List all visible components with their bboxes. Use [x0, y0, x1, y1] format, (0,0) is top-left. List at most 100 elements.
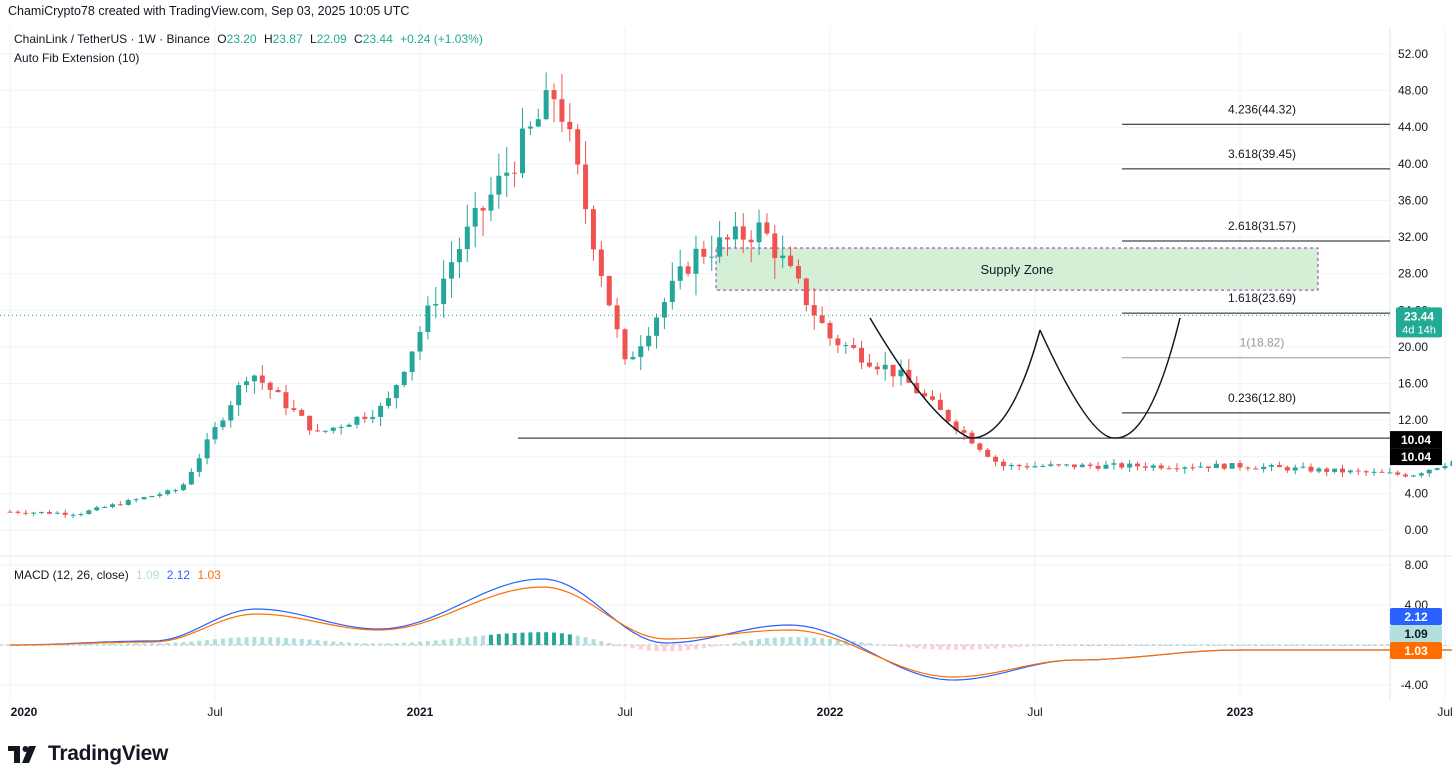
time-axis[interactable]: 2020Jul2021Jul2022Jul2023Jul2024Jul2025J…	[11, 705, 1452, 719]
macd-histogram-bar	[1025, 645, 1030, 647]
candle-body	[259, 375, 265, 383]
candle-body	[638, 346, 644, 357]
fib-extension-levels: 4.236(44.32) 3.618(39.45) 2.618(31.57) 1.61…	[1122, 102, 1390, 414]
macd-histogram-bar	[1190, 645, 1195, 646]
cup-curve-right	[1039, 317, 1181, 439]
candle-body	[1355, 470, 1361, 472]
candle-body	[1008, 464, 1014, 467]
candle-body	[117, 504, 123, 506]
time-tick-label: Jul	[1437, 705, 1452, 719]
candle-body	[196, 458, 202, 472]
candle-body	[149, 495, 155, 498]
macd-histogram-bar	[425, 641, 430, 645]
macd-histogram-bar	[354, 642, 359, 645]
candle-body	[7, 511, 13, 513]
macd-histogram-bar	[1253, 645, 1258, 646]
candle-body	[740, 226, 746, 240]
candle-body	[1347, 470, 1353, 473]
support-level-badge	[1390, 431, 1442, 449]
candle-body	[1198, 466, 1204, 468]
macd-histogram-bar	[654, 645, 659, 652]
candlestick-series	[7, 72, 1452, 519]
macd-histogram-bar	[867, 643, 872, 645]
candle-body	[527, 126, 533, 129]
candle-body	[378, 405, 384, 417]
macd-tick-label: -4.00	[1401, 678, 1429, 692]
macd-histogram-bar	[1356, 645, 1361, 646]
candle-body	[866, 362, 872, 367]
candle-body	[480, 207, 486, 211]
macd-histogram-bar	[977, 645, 982, 650]
macd-histogram-bar	[1340, 645, 1345, 646]
candle-body	[141, 497, 147, 500]
macd-histogram-bar	[922, 645, 927, 649]
macd-histogram-bar	[1182, 645, 1187, 646]
macd-histogram-bar	[796, 637, 801, 645]
candle-body	[677, 266, 683, 281]
candle-body	[922, 393, 928, 397]
candle-body	[370, 416, 376, 419]
macd-histogram-bar	[1009, 645, 1014, 648]
macd-histogram-bar	[1103, 645, 1108, 646]
macd-histogram-bar	[134, 643, 139, 645]
candle-body	[15, 511, 21, 513]
indicator-title[interactable]: Auto Fib Extension (10)	[14, 51, 140, 65]
macd-histogram-bar	[1324, 645, 1329, 646]
price-axis[interactable]: 52.0048.0044.0040.0036.0032.0028.0024.00…	[1398, 47, 1428, 692]
macd-histogram-bar	[323, 640, 328, 645]
macd-histogram-bar	[102, 643, 107, 645]
macd-histogram-bar	[1332, 645, 1337, 646]
macd-histogram-bar	[1151, 645, 1156, 646]
candle-body	[890, 364, 896, 377]
macd-histogram-bar	[512, 633, 517, 645]
macd-histogram-bar	[441, 639, 446, 645]
macd-legend[interactable]: MACD (12, 26, close) 1.09 2.12 1.03	[14, 568, 221, 582]
candle-body	[504, 172, 510, 176]
macd-histogram-bar	[86, 644, 91, 646]
candle-body	[1332, 468, 1338, 472]
macd-histogram-bar	[189, 641, 194, 645]
candle-body	[993, 456, 999, 462]
candle-body	[756, 222, 762, 243]
macd-histogram-bar	[1450, 645, 1452, 646]
macd-histogram-bar	[1135, 645, 1140, 646]
macd-value-badge	[1390, 625, 1442, 642]
macd-histogram-bar	[504, 633, 509, 645]
macd-value-badge-text: 1.09	[1404, 627, 1428, 641]
macd-histogram-bar	[875, 644, 880, 646]
candle-body	[1237, 463, 1243, 468]
candle-body	[110, 504, 115, 508]
symbol-title[interactable]: ChainLink / TetherUS · 1W · Binance	[14, 32, 210, 46]
candle-body	[590, 209, 596, 250]
tradingview-brand[interactable]: TradingView	[8, 742, 168, 766]
macd-histogram-bar	[205, 639, 210, 645]
macd-histogram-bar	[599, 641, 604, 645]
candle-body	[1395, 472, 1401, 475]
last-price-value: 23.44	[1404, 309, 1434, 323]
macd-histogram-bar	[457, 637, 462, 645]
candle-body	[788, 255, 794, 267]
price-tick-label: 52.00	[1398, 47, 1428, 61]
ohlc-low-label: L	[309, 32, 317, 46]
candle-body	[228, 405, 234, 421]
macd-histogram-bar	[638, 645, 643, 650]
ohlc-low: 22.09	[316, 32, 347, 46]
macd-hist-value: 1.09	[136, 568, 160, 582]
candle-body	[1450, 460, 1452, 467]
macd-histogram-bar	[780, 637, 785, 645]
fib-level-label: 2.618(31.57)	[1228, 219, 1296, 233]
candle-body	[1387, 472, 1393, 474]
candle-body	[646, 335, 652, 347]
macd-histogram-bar	[969, 645, 974, 650]
candle-body	[685, 266, 691, 274]
macd-histogram-bar	[559, 633, 564, 645]
candle-body	[1111, 463, 1117, 465]
candle-body	[1000, 461, 1006, 467]
macd-histogram-bar	[55, 644, 60, 646]
macd-histogram-bar	[1230, 645, 1235, 646]
candle-body	[843, 345, 849, 347]
candle-body	[496, 175, 502, 195]
candle-body	[338, 426, 344, 428]
candle-body	[330, 427, 336, 431]
